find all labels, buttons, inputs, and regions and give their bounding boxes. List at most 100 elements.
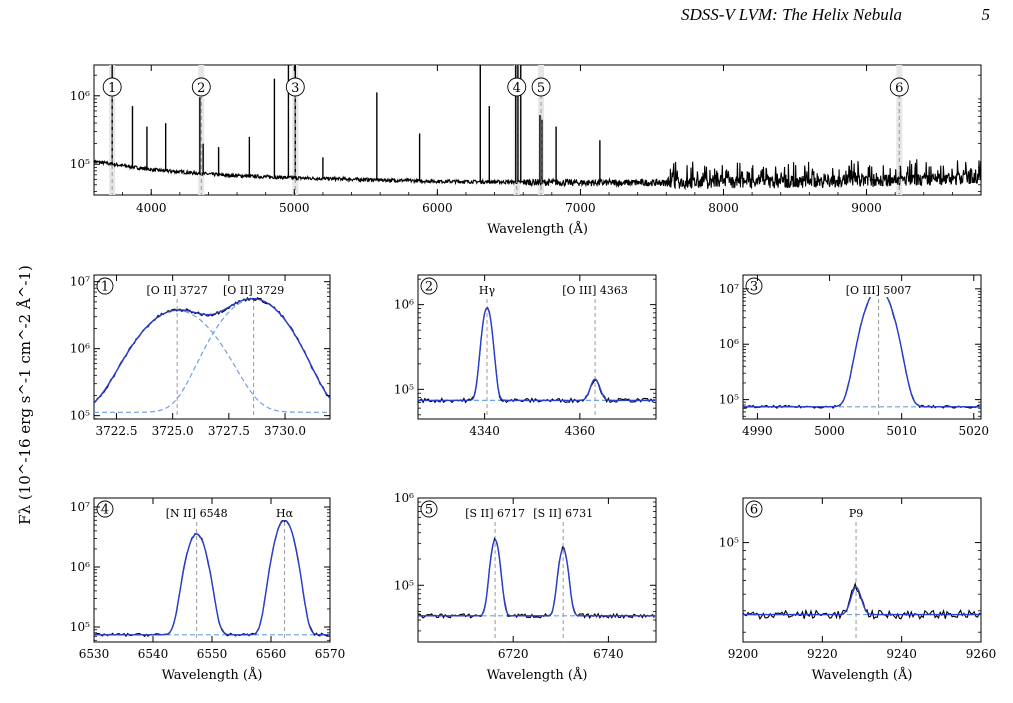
y-tick-label: 10⁷ xyxy=(70,500,90,514)
panel-number-circle xyxy=(96,277,114,295)
x-axis-label: Wavelength (Å) xyxy=(812,667,913,683)
plot-area xyxy=(94,296,330,419)
marker-circle xyxy=(531,77,551,97)
model-fit xyxy=(743,288,981,408)
line-label: [N II] 6548 xyxy=(166,507,228,520)
x-tick-label: 6740 xyxy=(593,647,624,661)
plot-area xyxy=(94,519,330,642)
x-tick-label: 3727.5 xyxy=(208,424,250,438)
line-label: P9 xyxy=(849,507,863,520)
label-bg xyxy=(565,283,626,297)
plot-area xyxy=(743,287,981,419)
model-fit xyxy=(743,586,981,616)
y-tick-label: 10⁷ xyxy=(70,275,90,289)
line-label: [O II] 3729 xyxy=(223,284,284,297)
x-tick-label: 9220 xyxy=(807,647,838,661)
panel-number: 4 xyxy=(101,503,109,518)
panel-number-circle xyxy=(420,277,438,295)
y-tick-label: 10⁵ xyxy=(70,157,90,171)
x-axis-label: Wavelength (Å) xyxy=(487,221,588,237)
axes-frame xyxy=(417,274,657,420)
x-tick-label: 7000 xyxy=(565,201,596,215)
label-bg xyxy=(457,283,518,297)
x-tick-label: 3722.5 xyxy=(95,424,137,438)
panel-number: 1 xyxy=(101,280,109,295)
label-bg xyxy=(826,506,887,520)
x-tick-label: 6530 xyxy=(79,647,110,661)
marker-circle xyxy=(191,77,211,97)
marker-number: 6 xyxy=(895,81,903,96)
y-tick-label: 10⁶ xyxy=(70,560,90,574)
x-tick-label: 8000 xyxy=(708,201,739,215)
running-title: SDSS-V LVM: The Helix Nebula xyxy=(681,5,902,24)
model-fit xyxy=(418,307,656,402)
marker-number: 5 xyxy=(537,81,545,96)
panel-panel-5: [S II] 6717 [S II] 6731 5 6720 6740 10⁶ 10⁵ Wav… xyxy=(394,491,657,683)
y-tick-label: 10⁵ xyxy=(70,409,90,423)
panel-number: 6 xyxy=(750,503,758,518)
x-tick-label: 6570 xyxy=(315,647,346,661)
page-number: 5 xyxy=(982,5,991,24)
shared-y-axis-label: Fλ (10^-16 erg s^-1 cm^-2 Å^-1) xyxy=(16,265,34,525)
x-tick-label: 9000 xyxy=(851,201,882,215)
label-bg xyxy=(166,506,227,520)
x-tick-label: 9260 xyxy=(966,647,997,661)
component-profile xyxy=(94,309,330,413)
overview-spectrum xyxy=(93,159,982,191)
x-tick-label: 4360 xyxy=(565,424,596,438)
plot-area xyxy=(743,522,981,642)
panel-number-circle xyxy=(420,500,438,518)
model-fit xyxy=(94,297,330,403)
line-label: [S II] 6717 xyxy=(465,507,525,520)
panel-panel-1: [O II] 3727 [O II] 3729 1 3722.5 3725.0 3727.… xyxy=(70,274,331,438)
x-tick-label: 6560 xyxy=(256,647,287,661)
x-tick-label: 3730.0 xyxy=(264,424,306,438)
marker-circle xyxy=(102,77,122,97)
x-tick-label: 4340 xyxy=(469,424,500,438)
line-label: [O III] 4363 xyxy=(562,284,628,297)
label-bg xyxy=(254,506,315,520)
panel-panel-4: [N II] 6548 Hα 4 6530 6540 6550 6560 6570 10⁷ 10⁶… xyxy=(70,497,346,683)
label-bg xyxy=(147,283,208,297)
observed-spectrum xyxy=(418,537,655,620)
y-tick-label: 10⁵ xyxy=(394,382,414,396)
panel-panel-6: P9 6 9200 9220 9240 9260 10⁵ Wavelength (Å) xyxy=(719,497,997,683)
x-tick-label: 3725.0 xyxy=(152,424,194,438)
line-label: Hα xyxy=(276,507,294,520)
y-tick-label: 10⁵ xyxy=(719,393,739,407)
model-fit xyxy=(94,519,330,636)
axes-frame xyxy=(742,497,982,643)
x-axis-label: Wavelength (Å) xyxy=(487,667,588,683)
label-bg xyxy=(533,506,594,520)
observed-spectrum xyxy=(418,306,655,404)
panel-number: 3 xyxy=(750,280,758,295)
x-tick-label: 6550 xyxy=(197,647,228,661)
marker-number: 4 xyxy=(513,81,521,96)
x-tick-label: 9200 xyxy=(728,647,759,661)
plot-area xyxy=(418,299,656,419)
x-axis-label: Wavelength (Å) xyxy=(162,667,263,683)
y-tick-label: 10⁷ xyxy=(719,282,739,296)
x-tick-label: 5000 xyxy=(279,201,310,215)
axes-frame xyxy=(417,497,657,643)
panel-panel-3: [O III] 5007 3 4990 5000 5010 5020 10⁷ 10⁶ 10⁵ xyxy=(719,274,989,438)
line-label: [O II] 3727 xyxy=(147,284,208,297)
label-bg xyxy=(848,283,909,297)
y-axis-label-text: Fλ (10^-16 erg s^-1 cm^-2 Å^-1) xyxy=(16,265,34,525)
panel-number: 5 xyxy=(425,503,433,518)
axes-frame xyxy=(93,64,982,196)
plot-area xyxy=(418,522,656,642)
y-tick-label: 10⁵ xyxy=(394,578,414,592)
marker-circle xyxy=(507,77,527,97)
label-bg xyxy=(223,283,284,297)
model-fit xyxy=(418,539,656,617)
panel-number-circle xyxy=(745,500,763,518)
observed-spectrum xyxy=(743,287,980,409)
marker-number: 2 xyxy=(197,81,205,96)
line-label: [O III] 5007 xyxy=(846,284,912,297)
marker-circle xyxy=(285,77,305,97)
y-tick-label: 10⁵ xyxy=(719,536,739,550)
x-tick-label: 6000 xyxy=(422,201,453,215)
y-tick-label: 10⁵ xyxy=(70,620,90,634)
